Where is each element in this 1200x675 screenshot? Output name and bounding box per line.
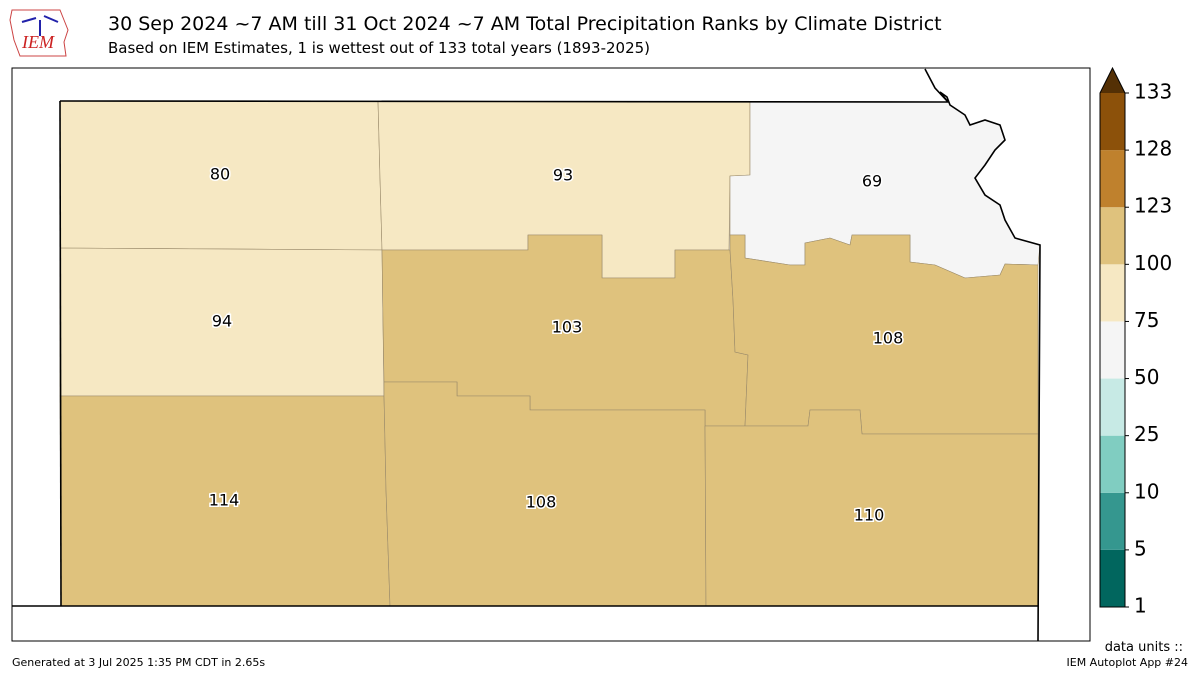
subtitle: Based on IEM Estimates, 1 is wettest out… xyxy=(108,39,650,57)
colorbar-tick-label: 133 xyxy=(1134,80,1172,104)
colorbar-bin xyxy=(1100,435,1125,493)
state-borders xyxy=(12,68,1041,642)
district-label: 80 xyxy=(210,165,230,184)
district-label: 108 xyxy=(526,493,557,512)
district-labels: 80 93 69 94 103 108 114 108 110 xyxy=(207,163,905,526)
colorbar-tick-label: 75 xyxy=(1134,308,1159,332)
colorbar-bin xyxy=(1100,93,1125,151)
colorbar-bin xyxy=(1100,264,1125,322)
colorbar: 1 5 10 25 50 75 100 123 128 133 xyxy=(1099,66,1172,618)
colorbar-bin xyxy=(1100,150,1125,208)
climate-district xyxy=(383,381,707,607)
colorbar-bin xyxy=(1100,549,1125,607)
colorbar-bin xyxy=(1100,378,1125,436)
units-label: data units :: xyxy=(1105,640,1183,655)
app-note: IEM Autoplot App #24 xyxy=(1067,656,1189,669)
colorbar-tick-label: 100 xyxy=(1134,251,1172,275)
colorbar-tick-label: 10 xyxy=(1134,479,1159,503)
districts xyxy=(59,91,1041,607)
logo-icon xyxy=(21,15,59,36)
district-label: 69 xyxy=(862,172,882,191)
colorbar-bin xyxy=(1100,321,1125,379)
district-label: 108 xyxy=(873,329,904,348)
colorbar-outline xyxy=(1099,66,1126,608)
colorbar-tick-label: 25 xyxy=(1134,422,1159,446)
generated-note: Generated at 3 Jul 2025 1:35 PM CDT in 2… xyxy=(12,656,265,669)
colorbar-extension xyxy=(1100,68,1125,93)
colorbar-bin xyxy=(1100,207,1125,265)
colorbar-tick-label: 1 xyxy=(1134,594,1147,618)
logo: IEM xyxy=(9,9,69,57)
district-label: 103 xyxy=(552,318,583,337)
climate-district xyxy=(729,234,1039,435)
district-label: 110 xyxy=(854,506,885,525)
colorbar-bin xyxy=(1100,492,1125,550)
district-label: 114 xyxy=(209,491,240,510)
district-label: 94 xyxy=(212,312,232,331)
title: 30 Sep 2024 ~7 AM till 31 Oct 2024 ~7 AM… xyxy=(108,13,942,35)
logo-text: IEM xyxy=(21,32,55,52)
district-label: 93 xyxy=(553,166,573,185)
colorbar-tick-label: 128 xyxy=(1134,137,1172,161)
colorbar-tick-label: 5 xyxy=(1134,536,1147,560)
colorbar-tick-label: 123 xyxy=(1134,194,1172,218)
colorbar-tick-label: 50 xyxy=(1134,365,1159,389)
